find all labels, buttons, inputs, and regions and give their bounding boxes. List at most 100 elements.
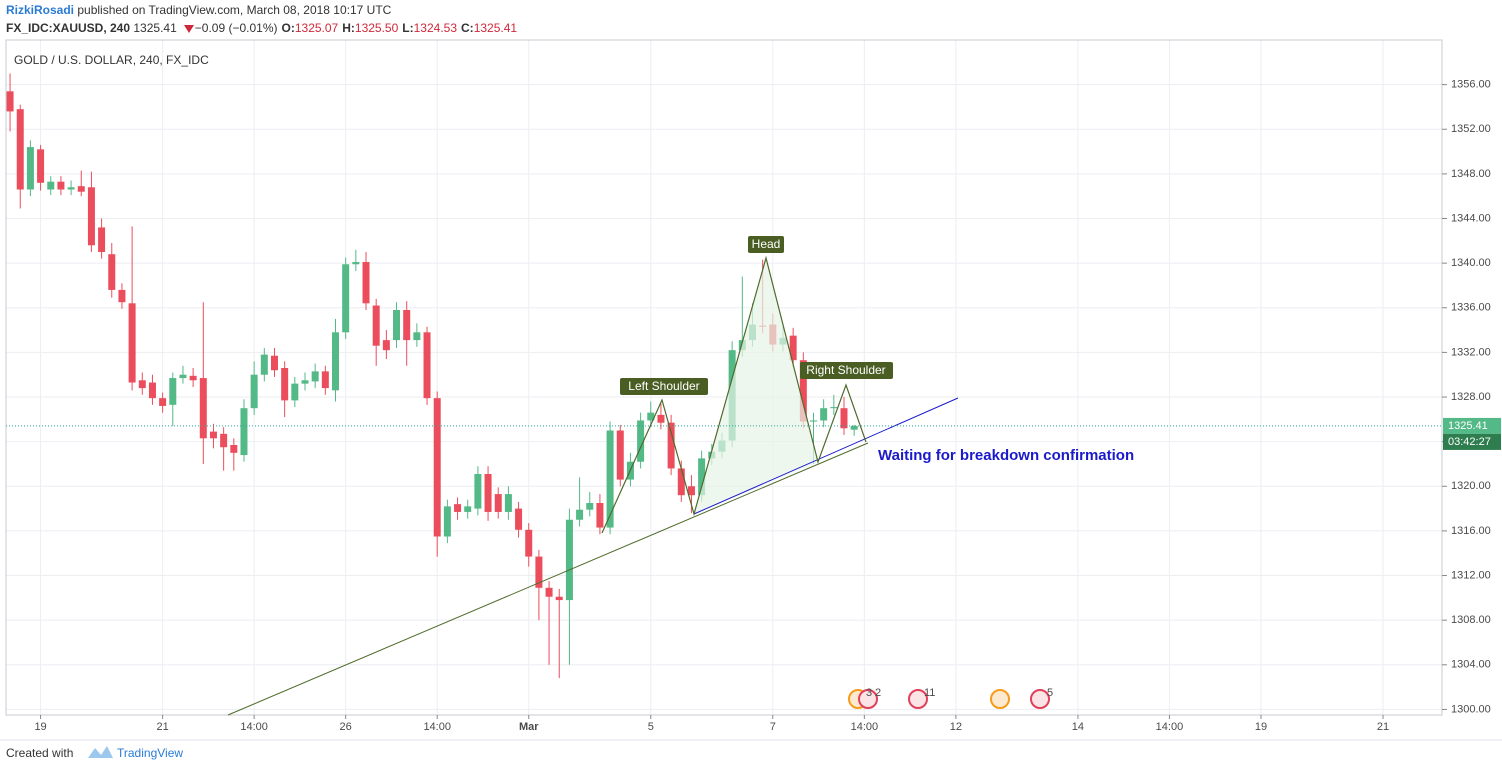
candle-body [372,305,380,346]
y-tick-label: 1300.00 [1451,703,1491,715]
candle-body [545,587,553,597]
candle-body [687,486,695,496]
candle-body [433,398,441,537]
drawings: Left Shoulder Head Right Shoulder Waitin… [227,236,1134,716]
x-tick-label: 14:00 [1156,721,1184,733]
candle-body [6,91,14,112]
x-tick-label: 19 [1255,721,1267,733]
candle-body [67,187,75,190]
annotation: Head [752,237,781,251]
timer-label: 03:42:27 [1448,436,1491,448]
event-icon[interactable] [1030,689,1050,709]
label-box [620,378,708,395]
candle-body [37,149,45,183]
candle-body [138,380,146,389]
candle-body [698,458,706,496]
annotation: Waiting for breakdown confirmation [878,447,1134,464]
candle-body [647,412,655,421]
candle-body [840,408,848,429]
annotation: Right Shoulder [806,363,885,377]
head-area [694,258,818,514]
timer-tag [1443,433,1501,450]
candle-body [87,187,95,246]
candle-body [291,383,299,401]
candle-body [128,303,136,383]
candle-body [637,420,645,462]
x-tick-label: 21 [156,721,168,733]
ohlc-label: L: [402,21,413,35]
candle-body [565,519,573,601]
y-tick-label: 1308.00 [1451,614,1491,626]
candle-body [820,408,828,421]
annotation: Left Shoulder [628,379,699,393]
candle-body [230,445,238,453]
y-tick-label: 1304.00 [1451,659,1491,671]
candle-body [850,425,858,430]
x-tick-label: 26 [340,721,352,733]
change: −0.09 (−0.01%) [195,21,278,35]
ohlc-label: H: [342,21,355,35]
candle-body [362,262,370,304]
candle-body [515,508,523,530]
candle-body [576,509,584,520]
last: 1325.41 [133,21,177,35]
y-tick-label: 1344.00 [1451,212,1491,224]
ohlc-value: 1325.50 [355,21,399,35]
event-icon[interactable] [908,689,928,709]
candle-body [240,408,248,456]
symbol: FX_IDC:XAUUSD, 240 [6,21,130,35]
down-arrow [184,25,194,33]
x-tick-label: 14:00 [851,721,879,733]
candle-body [535,556,543,588]
candle-body [789,335,797,361]
event-count: 5 [1047,687,1053,699]
author[interactable]: RizkiRosadi [6,3,74,17]
x-tick-label: 7 [770,721,776,733]
candle-body [413,332,421,341]
label-box [748,236,784,253]
y-tick-label: 1340.00 [1451,257,1491,269]
published: published on TradingView.com, March 08, … [77,3,391,17]
event-count: 2 [875,687,881,699]
ohlc-value: 1324.53 [414,21,458,35]
candles [6,73,858,679]
candle-body [809,420,817,422]
footer-brand[interactable]: TradingView [117,746,183,760]
x-tick-label: 14:00 [423,721,451,733]
candle-body [301,380,309,384]
candle-body [47,181,55,190]
candle-body [799,360,807,422]
candle-body [16,109,24,190]
x-tick-label: 12 [950,721,962,733]
candle-body [667,422,675,469]
candle-body [189,375,197,381]
x-tick-label: 21 [1377,721,1389,733]
candle-body [677,468,685,496]
x-tick-label: 14:00 [240,721,268,733]
events: 3 2 11 5 [848,687,1053,709]
candle-body [179,374,187,379]
ohlc-label: O: [282,21,295,35]
candle-body [464,506,472,512]
candle-body [616,430,624,480]
candle-body [342,264,350,333]
candle-body [169,378,177,405]
candle-body [403,310,411,341]
event-icon[interactable] [990,689,1010,709]
candle-body [118,289,126,303]
ohlc-label: C: [461,21,474,35]
event-icon[interactable] [858,689,878,709]
symbol-line: FX_IDC:XAUUSD, 240 1325.41 −0.09 (−0.01%)… [6,21,517,35]
candle-body [311,371,319,382]
x-tick-label: Mar [519,721,539,733]
logo [88,746,113,758]
candle-body [209,431,217,439]
price-tag-label: 1325.41 [1448,420,1488,432]
y-tick-label: 1320.00 [1451,480,1491,492]
candle-body [382,340,390,351]
x-tick-label: 19 [34,721,46,733]
candle-body [332,332,340,391]
candle-body [423,332,431,399]
x-tick-label: 14 [1072,721,1084,733]
